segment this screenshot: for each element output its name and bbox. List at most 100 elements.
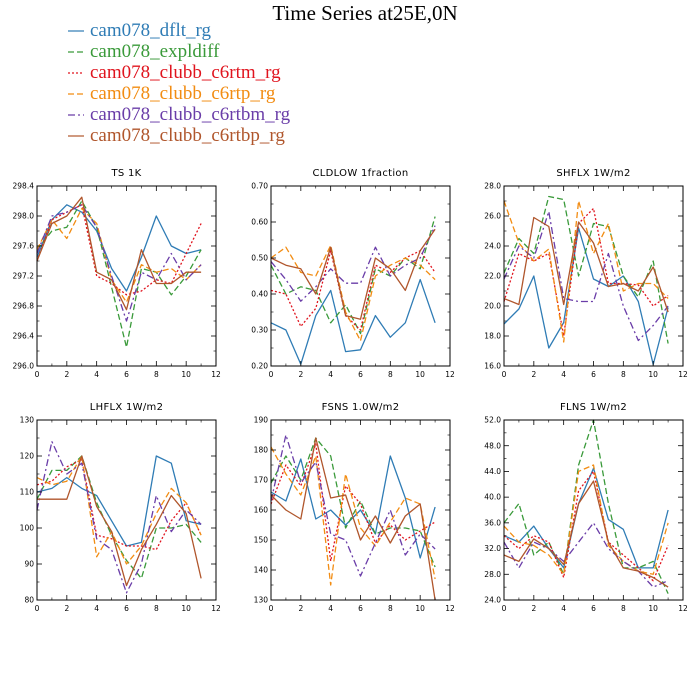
series-line-cam078-clubb-c6rtbm-rg (270, 434, 436, 577)
x-tick-label: 8 (154, 370, 159, 379)
x-tick-label: 8 (621, 604, 626, 613)
x-tick-label: 0 (35, 370, 40, 379)
y-tick-label: 296.4 (13, 332, 35, 341)
series-line-cam078-clubb-c6rtp-rg (503, 200, 669, 343)
x-tick-label: 4 (561, 370, 566, 379)
series-line-cam078-clubb-c6rtm-rg (270, 250, 436, 331)
x-tick-label: 4 (561, 604, 566, 613)
y-tick-label: 40.0 (484, 493, 501, 502)
y-tick-label: 26.0 (484, 212, 501, 221)
y-tick-label: 0.60 (251, 218, 268, 227)
y-tick-label: 0.50 (251, 254, 268, 263)
y-tick-label: 16.0 (484, 362, 501, 371)
panel-grid: TS 1K 0 2 4 6 8 10 12 296.0 296.4 296.8 297.2 297.6 2… (13, 168, 688, 613)
series-line-cam078-clubb-c6rtbm-rg (503, 210, 669, 342)
panel-title: CLDLOW 1fraction (313, 168, 409, 179)
series-line-cam078-clubb-c6rtbp-rg (37, 455, 202, 587)
series-line-cam078-clubb-c6rtp-rg (36, 455, 202, 565)
chart-panel: CLDLOW 1fraction 0 2 4 6 8 10 12 0.20 0.30 0.40 0.5… (251, 168, 455, 379)
x-tick-label: 8 (621, 370, 626, 379)
x-tick-label: 4 (94, 604, 99, 613)
y-tick-label: 90 (24, 560, 34, 569)
series-line-cam078-clubb-c6rtp-rg (36, 207, 202, 303)
x-tick-label: 10 (648, 604, 658, 613)
panel-title: SHFLX 1W/m2 (556, 168, 630, 179)
x-tick-label: 2 (298, 370, 303, 379)
y-tick-label: 160 (254, 506, 269, 515)
x-tick-label: 6 (124, 604, 129, 613)
legend-label: cam078_expldiff (90, 41, 220, 62)
series-line-cam078-clubb-c6rtbp-rg (36, 196, 202, 311)
y-tick-label: 52.0 (484, 416, 501, 425)
x-tick-label: 12 (445, 604, 455, 613)
series-line-cam078-clubb-c6rtm-rg (36, 458, 202, 551)
series-line-cam078-clubb-c6rtbm-rg (36, 204, 202, 322)
x-tick-label: 10 (181, 370, 191, 379)
chart-panel: LHFLX 1W/m2 0 2 4 6 8 10 12 80 90 100 110 120 130 (20, 402, 221, 613)
panel-title: LHFLX 1W/m2 (90, 402, 163, 413)
x-tick-label: 6 (124, 370, 129, 379)
panel-title: TS 1K (110, 168, 141, 179)
x-tick-label: 12 (211, 370, 221, 379)
series-line-cam078-dflt-rg (36, 455, 202, 547)
y-tick-label: 297.6 (13, 242, 35, 251)
series-line-cam078-clubb-c6rtp-rg (270, 446, 436, 586)
y-tick-label: 140 (254, 566, 269, 575)
y-tick-label: 80 (24, 596, 34, 605)
series-line-cam078-dflt-rg (36, 204, 202, 292)
series-line-cam078-clubb-c6rtm-rg (503, 207, 669, 337)
x-tick-label: 8 (388, 604, 393, 613)
x-tick-label: 10 (415, 604, 425, 613)
y-tick-label: 0.20 (251, 362, 268, 371)
legend-label: cam078_clubb_c6rtbp_rg (90, 125, 285, 146)
x-tick-label: 10 (181, 604, 191, 613)
series-line-cam078-clubb-c6rtm-rg (503, 470, 669, 582)
legend-label: cam078_clubb_c6rtp_rg (90, 83, 276, 104)
panel-title: FLNS 1W/m2 (560, 402, 627, 413)
x-tick-label: 4 (328, 604, 333, 613)
x-tick-label: 8 (388, 370, 393, 379)
y-tick-label: 150 (254, 536, 269, 545)
series-line-cam078-clubb-c6rtp-rg (503, 464, 669, 575)
y-tick-label: 24.0 (484, 596, 501, 605)
y-tick-label: 24.0 (484, 242, 501, 251)
series-line-cam078-dflt-rg (503, 227, 669, 366)
x-tick-label: 12 (678, 604, 688, 613)
series-line-cam078-clubb-c6rtp-rg (270, 244, 436, 342)
y-tick-label: 110 (20, 488, 35, 497)
series-line-cam078-clubb-c6rtbm-rg (503, 522, 669, 588)
x-tick-label: 6 (358, 604, 363, 613)
y-tick-label: 28.0 (484, 182, 501, 191)
chart-panel: TS 1K 0 2 4 6 8 10 12 296.0 296.4 296.8 297.2 297.6 2… (13, 168, 221, 379)
x-tick-label: 10 (415, 370, 425, 379)
y-tick-label: 44.0 (484, 467, 501, 476)
x-tick-label: 0 (269, 370, 274, 379)
y-tick-label: 296.8 (13, 302, 35, 311)
y-tick-label: 20.0 (484, 302, 501, 311)
x-tick-label: 0 (502, 370, 507, 379)
chart-panel: FSNS 1.0W/m2 0 2 4 6 8 10 12 130 140 150 160 170 180 1… (254, 402, 455, 613)
y-tick-label: 48.0 (484, 441, 501, 450)
x-tick-label: 12 (445, 370, 455, 379)
series-line-cam078-clubb-c6rtbp-rg (503, 480, 669, 588)
x-tick-label: 10 (648, 370, 658, 379)
series-line-cam078-clubb-c6rtbp-rg (270, 228, 436, 320)
y-tick-label: 180 (254, 446, 269, 455)
series-line-cam078-expldiff (503, 419, 669, 594)
legend-label: cam078_clubb_c6rtbm_rg (90, 104, 291, 125)
y-tick-label: 120 (20, 452, 35, 461)
x-tick-label: 2 (531, 604, 536, 613)
x-tick-label: 2 (64, 370, 69, 379)
y-tick-label: 130 (20, 416, 35, 425)
legend-label: cam078_dflt_rg (90, 20, 212, 41)
x-tick-label: 12 (678, 370, 688, 379)
chart-panel: SHFLX 1W/m2 0 2 4 6 8 10 12 16.0 18.0 20.0 22.0 24.0… (484, 168, 688, 379)
series-line-cam078-clubb-c6rtbm-rg (270, 225, 436, 302)
x-tick-label: 12 (211, 604, 221, 613)
series-line-cam078-clubb-c6rtm-rg (36, 204, 202, 296)
x-tick-label: 4 (328, 370, 333, 379)
y-tick-label: 0.70 (251, 182, 268, 191)
y-tick-label: 0.30 (251, 326, 268, 335)
x-tick-label: 8 (154, 604, 159, 613)
